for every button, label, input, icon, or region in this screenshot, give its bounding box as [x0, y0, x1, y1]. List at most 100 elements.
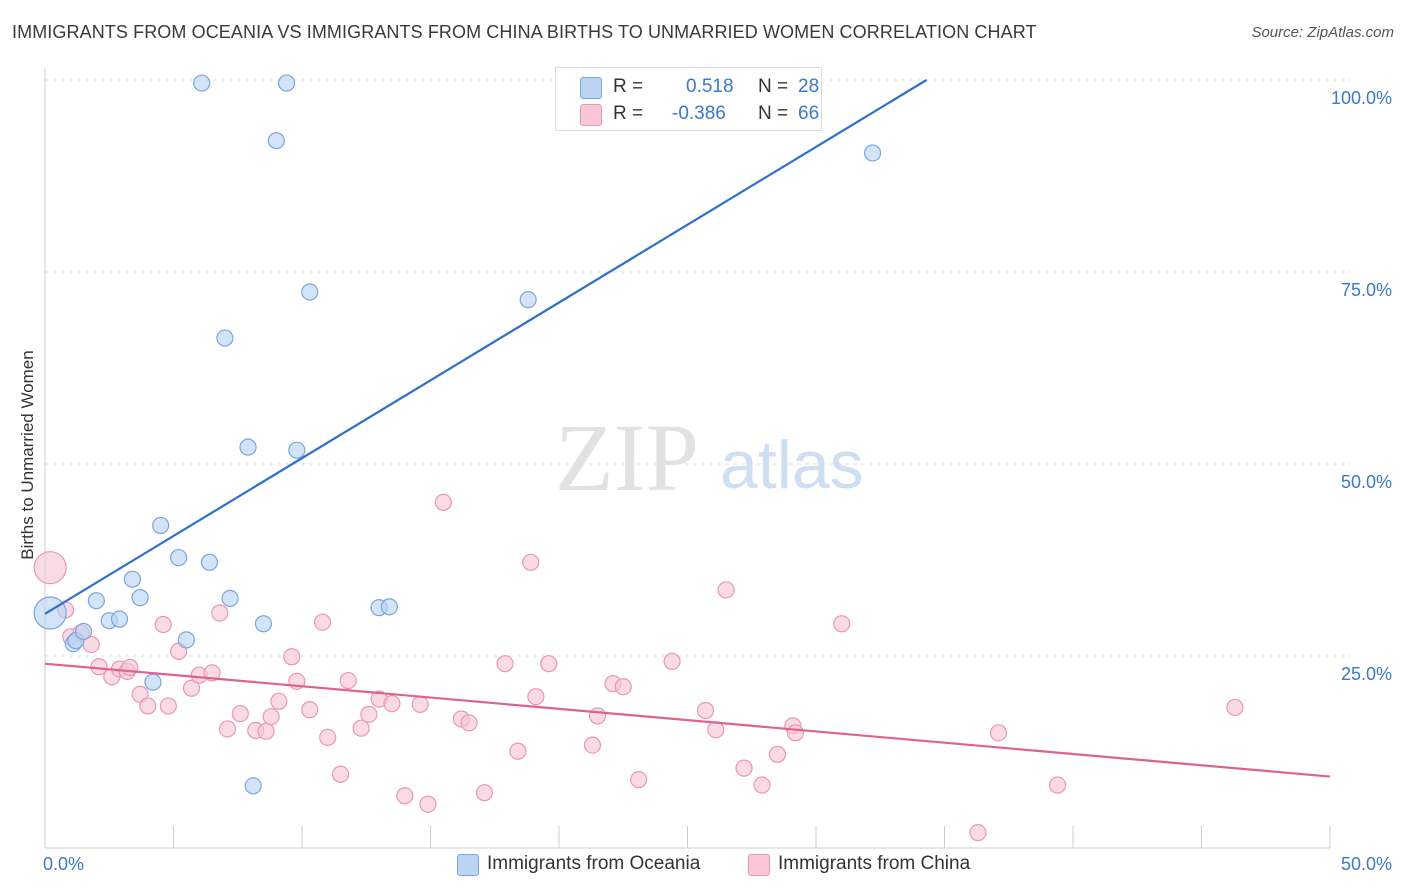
china-point [396, 787, 414, 805]
oceania-trend-line [44, 79, 928, 615]
china-point [211, 604, 229, 622]
oceania-point [244, 777, 262, 795]
watermark-zip: ZIP [555, 404, 699, 511]
china-point [411, 695, 429, 713]
correlation-legend: R = 0.518 N = 28 R = -0.386 N = 66 [555, 67, 822, 131]
oceania-r-label: R = [613, 76, 644, 97]
china-swatch [580, 104, 602, 126]
oceania-r-value: 0.518 [686, 76, 734, 97]
china-point [768, 745, 787, 763]
china-point [313, 613, 332, 631]
china-point [352, 719, 370, 737]
oceania-point [254, 615, 273, 633]
china-r-label: R = [613, 103, 644, 124]
bottom-china-label: Immigrants from China [778, 853, 971, 874]
china-point [833, 615, 851, 633]
china-point [319, 728, 337, 747]
oceania-point [110, 610, 129, 628]
oceania-swatch [580, 77, 602, 99]
china-point [154, 615, 172, 634]
oceania-point [144, 673, 162, 691]
oceania-point [87, 592, 106, 610]
china-point [630, 771, 648, 789]
oceania-points [33, 74, 882, 795]
china-point [717, 581, 735, 599]
oceania-point [288, 441, 306, 459]
oceania-n-value: 28 [798, 76, 820, 97]
china-trend-line [44, 662, 1331, 778]
china-point [301, 701, 319, 719]
china-point [360, 705, 378, 723]
china-point [969, 824, 987, 842]
china-point [419, 795, 437, 813]
china-point [663, 652, 681, 670]
x-tick-label-min: 0.0% [43, 854, 84, 874]
china-point [496, 655, 514, 673]
china-point [614, 678, 632, 696]
oceania-point [221, 589, 239, 608]
china-point [121, 658, 139, 677]
oceania-point [380, 598, 398, 616]
y-tick-label: 75.0% [1341, 280, 1392, 300]
china-point [989, 724, 1008, 742]
trend-lines [44, 79, 1331, 778]
oceania-point [267, 132, 285, 150]
china-n-label: N = [758, 103, 789, 124]
oceania-point [74, 622, 93, 641]
y-tick-label: 50.0% [1341, 472, 1392, 492]
source-label: Source: ZipAtlas.com [1251, 24, 1394, 41]
china-point [182, 679, 201, 697]
china-point [460, 714, 478, 732]
bottom-oceania-swatch [457, 854, 479, 876]
oceania-point [200, 553, 219, 571]
oceania-point [239, 438, 257, 456]
bottom-oceania-label: Immigrants from Oceania [487, 853, 701, 874]
oceania-point [863, 144, 882, 162]
china-point [753, 776, 771, 794]
china-point [257, 722, 275, 740]
oceania-point [177, 631, 195, 649]
china-point [231, 704, 249, 723]
china-point [1048, 776, 1067, 794]
china-point [588, 707, 607, 725]
watermark: ZIP atlas [555, 404, 864, 511]
tick-labels: 25.0% 50.0% 75.0% 100.0% 0.0% 50.0% [43, 88, 1392, 874]
china-point [509, 742, 527, 760]
china-point [218, 720, 237, 738]
oceania-point [123, 570, 141, 588]
oceania-point [131, 589, 149, 607]
oceania-point [33, 596, 67, 630]
china-point [139, 697, 157, 715]
oceania-point [170, 549, 188, 567]
axes [44, 68, 1331, 849]
grid-lines [45, 79, 1350, 657]
china-point [383, 695, 401, 713]
china-point [33, 551, 67, 585]
oceania-point [301, 283, 319, 301]
y-tick-label: 25.0% [1341, 664, 1392, 684]
china-r-value: -0.386 [672, 103, 726, 124]
china-point [1226, 698, 1244, 717]
chart-title: IMMIGRANTS FROM OCEANIA VS IMMIGRANTS FR… [12, 22, 1037, 42]
oceania-point [277, 74, 296, 92]
oceania-n-label: N = [758, 76, 789, 97]
china-point [339, 671, 357, 690]
china-point [786, 724, 805, 742]
oceania-point [152, 516, 170, 535]
china-point [159, 697, 177, 715]
x-tick-label-max: 50.0% [1341, 854, 1392, 874]
china-point [583, 736, 602, 754]
bottom-china-swatch [748, 854, 770, 876]
china-point [540, 655, 558, 673]
china-points [33, 493, 1244, 842]
china-point [283, 648, 301, 666]
china-point [696, 701, 715, 720]
china-point [203, 664, 221, 682]
oceania-point [519, 291, 537, 309]
oceania-point [216, 329, 234, 347]
china-point [270, 692, 288, 710]
china-point [735, 759, 753, 777]
watermark-atlas: atlas [720, 427, 864, 503]
y-tick-label: 100.0% [1331, 88, 1392, 108]
